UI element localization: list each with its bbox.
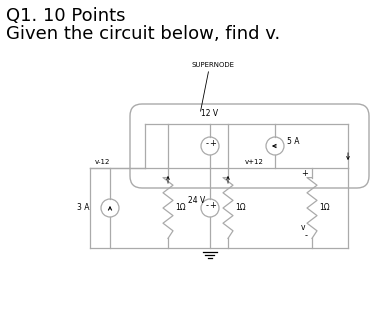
Text: v-12: v-12 xyxy=(95,159,111,165)
Text: 1Ω: 1Ω xyxy=(319,204,329,212)
Text: SUPERNODE: SUPERNODE xyxy=(191,62,234,68)
Text: +: + xyxy=(301,168,308,178)
Text: Q1. 10 Points: Q1. 10 Points xyxy=(6,7,125,25)
Text: -: - xyxy=(206,202,209,210)
Text: 24 V: 24 V xyxy=(188,196,206,205)
Text: Given the circuit below, find v.: Given the circuit below, find v. xyxy=(6,25,280,43)
Text: 5 A: 5 A xyxy=(287,137,299,145)
Text: 1Ω: 1Ω xyxy=(235,204,246,212)
Text: 3 A: 3 A xyxy=(78,204,90,212)
Text: +: + xyxy=(210,202,216,210)
Text: -: - xyxy=(206,139,209,149)
Text: v: v xyxy=(301,223,305,233)
Text: -: - xyxy=(305,232,308,240)
Text: 1Ω: 1Ω xyxy=(175,204,186,212)
Text: v+12: v+12 xyxy=(245,159,264,165)
Text: 12 V: 12 V xyxy=(201,109,219,118)
Text: +: + xyxy=(210,139,216,149)
